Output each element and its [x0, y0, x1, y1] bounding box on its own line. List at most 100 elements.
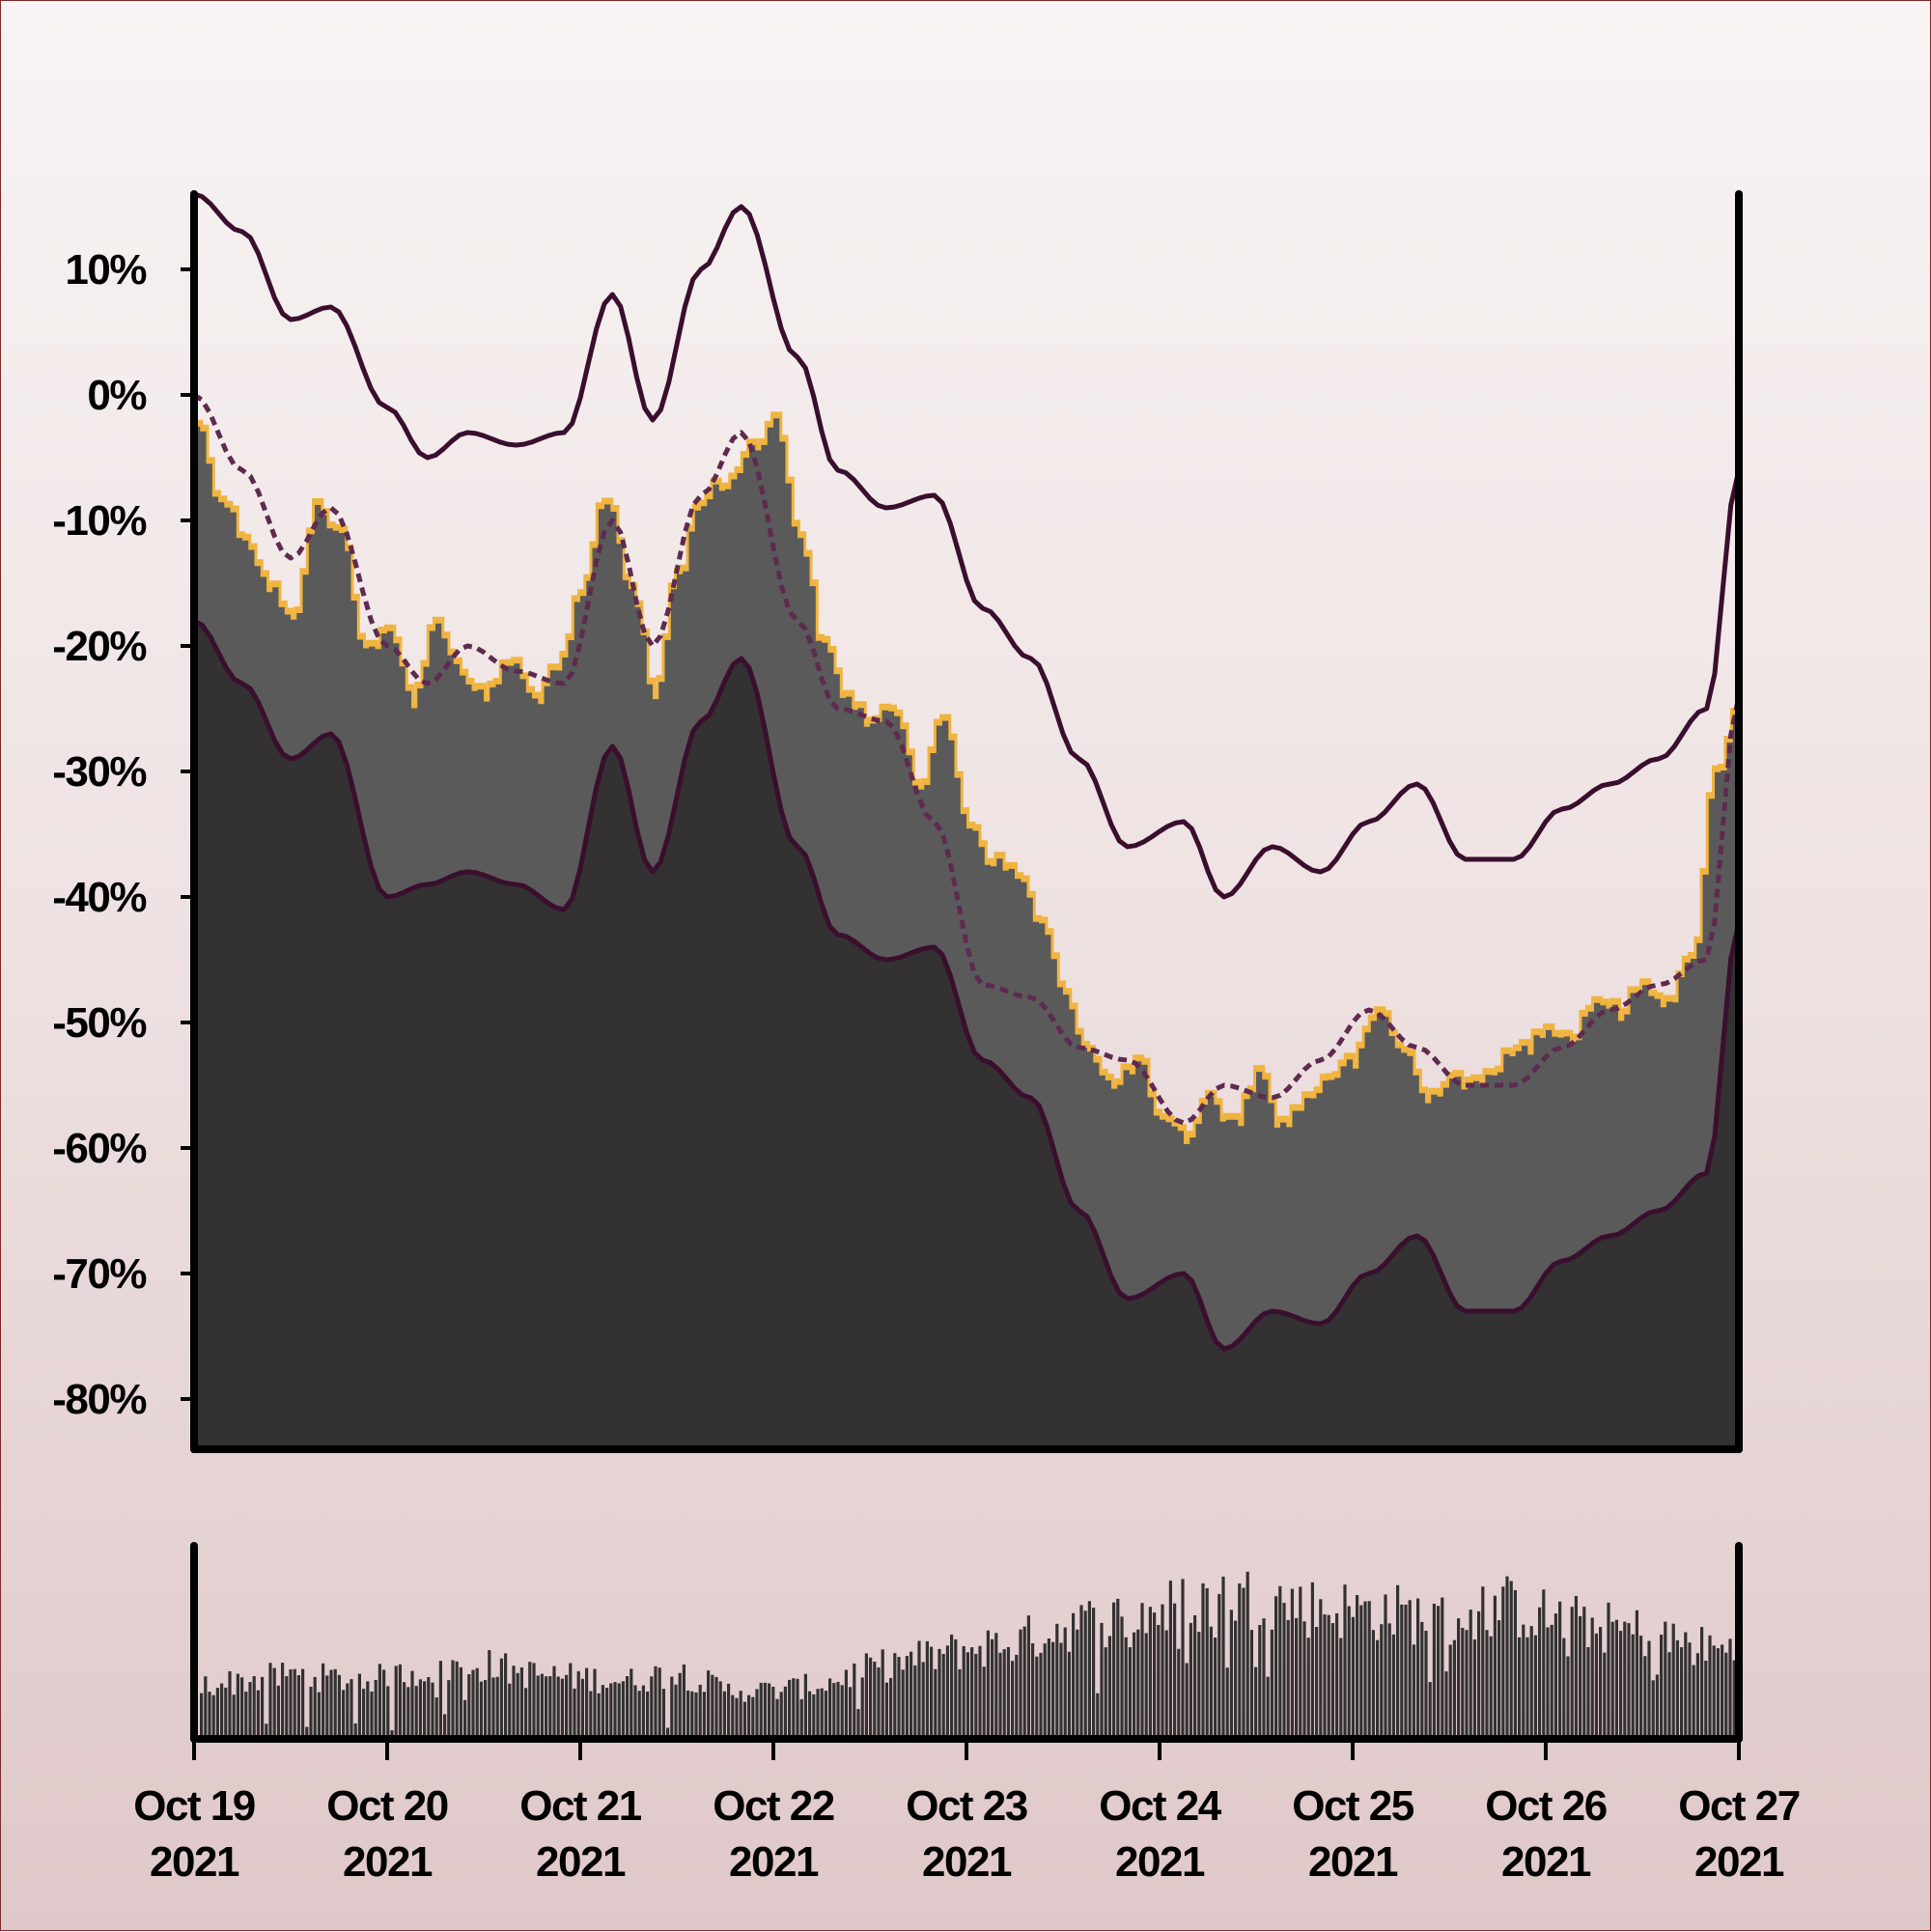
- volume-bar: [1043, 1643, 1047, 1739]
- volume-bar: [215, 1688, 219, 1739]
- x-tick-label-date: Oct 19: [133, 1782, 255, 1830]
- volume-bar: [751, 1696, 755, 1739]
- volume-bar: [1424, 1631, 1428, 1739]
- volume-bar: [1254, 1666, 1258, 1739]
- volume-bar: [479, 1681, 483, 1739]
- volume-bar: [289, 1669, 293, 1739]
- volume-bar: [1087, 1601, 1091, 1739]
- x-tick-label-year: 2021: [1501, 1838, 1591, 1886]
- volume-bar: [836, 1681, 840, 1739]
- volume-bar: [1140, 1603, 1144, 1739]
- volume-bar: [1173, 1603, 1177, 1739]
- volume-bar: [573, 1688, 576, 1739]
- volume-bar: [808, 1691, 812, 1739]
- volume-bar: [1664, 1621, 1667, 1739]
- x-tick-label-year: 2021: [343, 1838, 433, 1886]
- volume-bar: [1067, 1651, 1071, 1739]
- volume-bar: [1330, 1623, 1334, 1739]
- volume-bar: [609, 1683, 613, 1739]
- volume-bar: [423, 1681, 427, 1739]
- volume-bar: [322, 1663, 325, 1739]
- volume-bar: [475, 1667, 479, 1739]
- volume-bar: [917, 1640, 921, 1739]
- y-tick-label: -80%: [52, 1376, 146, 1423]
- volume-bar: [499, 1658, 503, 1739]
- x-axis-labels: Oct 19 2021 Oct 20 2021 Oct 21 2021 Oct 22 2021…: [133, 1739, 1801, 1886]
- volume-bar: [1533, 1635, 1537, 1739]
- y-tick-label: -50%: [52, 999, 146, 1047]
- volume-bar: [1319, 1599, 1323, 1739]
- volume-bar: [816, 1689, 820, 1739]
- volume-bar: [1047, 1638, 1050, 1739]
- volume-bar: [1120, 1616, 1124, 1739]
- volume-bar: [1518, 1637, 1522, 1739]
- volume-bar: [484, 1680, 488, 1739]
- x-tick-label-date: Oct 24: [1099, 1782, 1222, 1830]
- volume-bar: [1558, 1601, 1562, 1739]
- volume-bar: [1684, 1632, 1688, 1739]
- volume-bar: [1351, 1616, 1355, 1739]
- volume-bar: [1359, 1605, 1363, 1739]
- y-tick-label: 10%: [65, 246, 146, 294]
- volume-bar: [626, 1676, 630, 1739]
- y-tick-label: -60%: [52, 1125, 146, 1172]
- volume-bar: [1323, 1614, 1327, 1739]
- volume-bar: [268, 1663, 272, 1739]
- volume-bar: [998, 1652, 1002, 1739]
- volume-bar: [208, 1692, 211, 1739]
- volume-bar: [1732, 1660, 1736, 1739]
- volume-bar: [1680, 1647, 1684, 1739]
- volume-bar: [1221, 1576, 1225, 1739]
- volume-bar: [910, 1651, 913, 1739]
- volume-bar: [1306, 1638, 1310, 1739]
- x-tick-label-year: 2021: [1308, 1838, 1398, 1886]
- x-tick-label-date: Oct 27: [1678, 1782, 1800, 1830]
- volume-bar: [1627, 1623, 1631, 1739]
- volume-bar: [1493, 1595, 1497, 1739]
- volume-bar: [240, 1677, 244, 1739]
- volume-bar: [763, 1682, 767, 1739]
- volume-bar: [1371, 1630, 1375, 1739]
- volume-bar: [974, 1653, 978, 1739]
- volume-bar: [1295, 1617, 1299, 1739]
- volume-bar: [1245, 1571, 1249, 1739]
- y-tick-label: -20%: [52, 623, 146, 670]
- volume-bar: [820, 1688, 824, 1739]
- volume-bar: [1181, 1579, 1185, 1739]
- volume-bar: [1104, 1647, 1107, 1739]
- volume-bar: [1367, 1601, 1371, 1739]
- volume-bar: [686, 1690, 690, 1739]
- volume-bar: [897, 1657, 901, 1739]
- volume-bar: [378, 1664, 381, 1739]
- volume-bar: [1205, 1588, 1209, 1739]
- volume-bar: [601, 1685, 604, 1739]
- volume-bar: [1193, 1615, 1197, 1739]
- volume-bar: [889, 1677, 893, 1739]
- volume-bar: [654, 1666, 658, 1739]
- volume-bar: [1704, 1661, 1708, 1739]
- volume-bar: [630, 1668, 633, 1739]
- volume-bar: [768, 1683, 771, 1739]
- volume-bar: [869, 1657, 873, 1739]
- volume-bar: [1249, 1630, 1253, 1739]
- volume-bar: [418, 1679, 422, 1739]
- volume-bar: [1469, 1610, 1472, 1739]
- volume-bar: [1217, 1594, 1221, 1739]
- volume-bar: [1229, 1610, 1233, 1739]
- volume-bar: [1051, 1641, 1055, 1739]
- volume-bar: [1481, 1586, 1485, 1739]
- volume-bar: [1700, 1627, 1704, 1739]
- volume-bar: [1302, 1621, 1306, 1739]
- volume-bar: [488, 1650, 491, 1739]
- volume-bar: [742, 1701, 746, 1739]
- volume-bar: [276, 1685, 280, 1739]
- volume-bar: [1562, 1638, 1566, 1739]
- volume-bar: [779, 1692, 783, 1739]
- volume-bar: [1525, 1637, 1529, 1739]
- volume-bar: [958, 1668, 962, 1739]
- volume-bar: [1168, 1581, 1172, 1739]
- volume-bar: [702, 1692, 706, 1739]
- volume-bar: [666, 1727, 670, 1739]
- volume-bar: [1177, 1648, 1181, 1739]
